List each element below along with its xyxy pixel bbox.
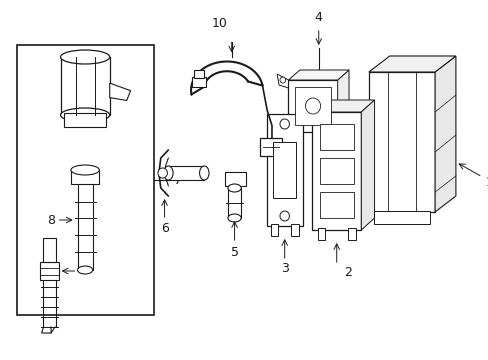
Bar — [311, 112, 361, 230]
Bar — [78, 180, 93, 270]
Circle shape — [158, 168, 167, 178]
Bar — [42, 238, 56, 262]
Ellipse shape — [78, 266, 93, 274]
Polygon shape — [109, 83, 130, 100]
Ellipse shape — [227, 214, 241, 222]
Bar — [61, 57, 109, 115]
Circle shape — [280, 77, 285, 83]
Bar — [373, 211, 429, 224]
Text: 8: 8 — [47, 213, 55, 226]
Bar — [168, 166, 204, 180]
Bar — [291, 224, 298, 236]
Bar — [317, 228, 325, 240]
Text: 9: 9 — [79, 265, 87, 278]
Bar — [192, 77, 205, 87]
Ellipse shape — [199, 166, 208, 180]
Bar — [17, 45, 154, 315]
Polygon shape — [361, 100, 374, 230]
Polygon shape — [311, 100, 374, 112]
Text: 2: 2 — [344, 266, 351, 279]
Text: 3: 3 — [280, 262, 288, 275]
Text: 10: 10 — [211, 17, 227, 30]
Bar — [40, 262, 59, 280]
Bar — [294, 87, 330, 125]
Ellipse shape — [71, 165, 99, 175]
Ellipse shape — [227, 184, 241, 192]
Bar — [266, 114, 302, 226]
Ellipse shape — [163, 166, 173, 180]
Bar — [273, 142, 295, 198]
Bar — [319, 158, 353, 184]
Polygon shape — [277, 74, 288, 88]
Polygon shape — [337, 70, 348, 132]
Circle shape — [280, 119, 289, 129]
Text: 7: 7 — [174, 174, 182, 186]
Text: 1: 1 — [484, 176, 488, 189]
Text: 5: 5 — [230, 246, 238, 258]
Bar — [270, 224, 278, 236]
Bar — [347, 228, 355, 240]
Text: 4: 4 — [314, 11, 322, 24]
Bar — [319, 124, 353, 150]
Bar — [224, 172, 245, 186]
Ellipse shape — [61, 108, 109, 122]
Bar — [259, 138, 282, 156]
Text: 6: 6 — [161, 221, 168, 234]
Bar — [71, 170, 99, 184]
Polygon shape — [434, 56, 455, 212]
Bar — [368, 72, 434, 212]
Polygon shape — [288, 70, 348, 80]
Bar — [288, 80, 337, 132]
Bar — [227, 188, 241, 218]
Bar — [194, 70, 203, 78]
Circle shape — [305, 98, 320, 114]
Bar — [64, 113, 106, 127]
Circle shape — [280, 211, 289, 221]
Bar — [319, 192, 353, 218]
Ellipse shape — [61, 50, 109, 64]
Polygon shape — [368, 56, 455, 72]
